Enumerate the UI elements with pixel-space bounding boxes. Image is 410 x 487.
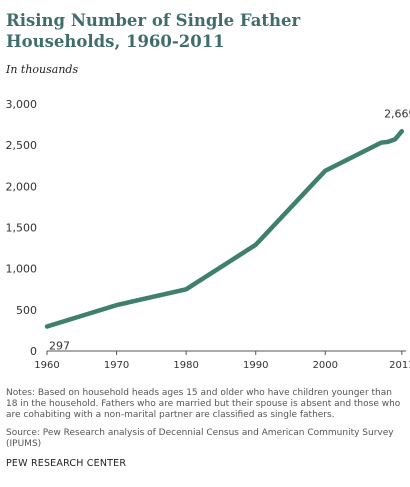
chart-notes: Notes: Based on household heads ages 15 …: [6, 388, 401, 420]
series-line: [44, 129, 405, 329]
y-tick-label: 1,000: [6, 263, 38, 276]
chart-axes: 0 500 1,000 1,500 2,000 2,500 3,000 1960 1970 198…: [6, 98, 410, 371]
data-label: 2,669: [384, 107, 410, 120]
x-tick-label: 2011: [389, 360, 410, 371]
x-tick-label: 1970: [104, 360, 129, 371]
chart-subtitle: In thousands: [6, 63, 79, 76]
chart-marks: [44, 129, 405, 329]
y-tick-label: 2,000: [6, 180, 38, 193]
y-tick-label: 0: [30, 345, 37, 358]
chart-data-labels: 297 2,669: [49, 107, 410, 352]
x-tick-label: 1980: [173, 360, 198, 371]
chart-source: Source: Pew Research analysis of Decenni…: [6, 428, 394, 449]
y-tick-label: 500: [16, 304, 37, 317]
y-tick-label: 2,500: [6, 139, 38, 152]
y-tick-label: 3,000: [6, 98, 38, 111]
brand-name: PEW RESEARCH CENTER: [6, 458, 127, 469]
x-tick-label: 2000: [313, 360, 338, 371]
x-tick-label: 1960: [34, 360, 59, 371]
y-tick-label: 1,500: [6, 222, 38, 235]
x-tick-label: 1990: [243, 360, 268, 371]
chart-title: Rising Number of Single Father Household…: [6, 11, 301, 51]
data-label: 297: [49, 340, 70, 353]
